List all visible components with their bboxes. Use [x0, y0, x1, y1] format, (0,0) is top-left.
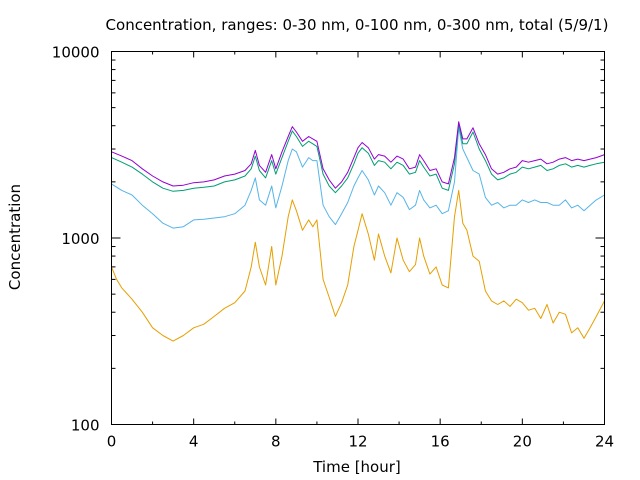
x-tick-label: 0: [107, 433, 117, 451]
series-line-2: [111, 123, 605, 194]
y-tick-label: 100: [71, 417, 100, 435]
x-tick-label: 4: [189, 433, 199, 451]
series-line-1: [111, 127, 605, 229]
plot-area: [111, 121, 605, 342]
x-axis-label: Time [hour]: [312, 458, 401, 476]
x-tick-label: 20: [513, 433, 532, 451]
y-tick-label: 10000: [52, 44, 100, 62]
chart-title: Concentration, ranges: 0-30 nm, 0-100 nm…: [106, 16, 609, 34]
y-tick-label: 1000: [61, 230, 99, 248]
series-line-0: [111, 189, 605, 342]
axis-ticks: 0 4 8 12 16 20 24 100 1000 10000: [52, 44, 614, 451]
x-tick-label: 24: [595, 433, 614, 451]
series-line-3: [111, 121, 605, 189]
x-tick-label: 12: [348, 433, 367, 451]
plot-frame: [111, 51, 605, 425]
x-tick-label: 16: [431, 433, 450, 451]
x-tick-label: 8: [271, 433, 281, 451]
y-axis-label: Concentration: [6, 184, 24, 290]
